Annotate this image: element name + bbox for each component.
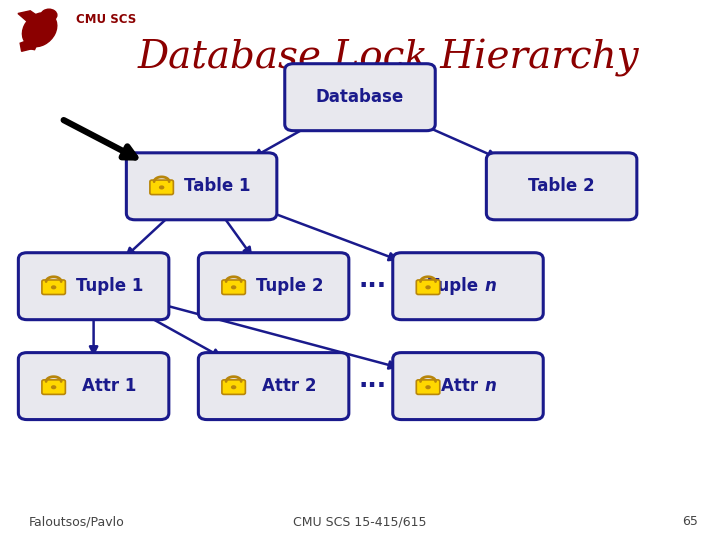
FancyBboxPatch shape xyxy=(198,253,348,320)
FancyBboxPatch shape xyxy=(19,353,168,420)
Text: Database: Database xyxy=(316,88,404,106)
FancyBboxPatch shape xyxy=(198,353,348,420)
Circle shape xyxy=(231,385,236,389)
Ellipse shape xyxy=(22,13,57,46)
Ellipse shape xyxy=(41,9,57,21)
Text: Database Lock Hierarchy: Database Lock Hierarchy xyxy=(138,39,639,77)
FancyBboxPatch shape xyxy=(285,64,435,131)
Text: Table 1: Table 1 xyxy=(184,177,251,195)
FancyBboxPatch shape xyxy=(150,180,174,194)
Text: Tuple 2: Tuple 2 xyxy=(256,277,323,295)
Text: Faloutsos/Pavlo: Faloutsos/Pavlo xyxy=(29,515,125,528)
FancyBboxPatch shape xyxy=(393,253,544,320)
Text: Table 2: Table 2 xyxy=(528,177,595,195)
Circle shape xyxy=(51,385,56,389)
Circle shape xyxy=(159,185,164,190)
Text: Tuple 1: Tuple 1 xyxy=(76,277,143,295)
FancyBboxPatch shape xyxy=(222,380,246,394)
FancyBboxPatch shape xyxy=(127,153,277,220)
FancyBboxPatch shape xyxy=(42,380,66,394)
Text: Attr 2: Attr 2 xyxy=(262,377,317,395)
Text: Attr 1: Attr 1 xyxy=(82,377,137,395)
Text: Tuple: Tuple xyxy=(428,277,484,295)
Text: CMU SCS: CMU SCS xyxy=(76,14,136,26)
Circle shape xyxy=(51,285,56,289)
Text: 65: 65 xyxy=(683,515,698,528)
FancyBboxPatch shape xyxy=(393,353,544,420)
Circle shape xyxy=(426,385,431,389)
Circle shape xyxy=(231,285,236,289)
Text: Attr: Attr xyxy=(441,377,484,395)
FancyBboxPatch shape xyxy=(19,253,168,320)
FancyBboxPatch shape xyxy=(42,280,66,294)
Text: CMU SCS 15-415/615: CMU SCS 15-415/615 xyxy=(293,515,427,528)
Polygon shape xyxy=(18,11,40,24)
FancyBboxPatch shape xyxy=(222,280,246,294)
FancyBboxPatch shape xyxy=(487,153,636,220)
Text: n: n xyxy=(485,277,497,295)
Polygon shape xyxy=(20,40,32,51)
FancyBboxPatch shape xyxy=(416,380,440,394)
Polygon shape xyxy=(29,42,37,50)
Text: ···: ··· xyxy=(358,374,387,398)
Circle shape xyxy=(426,285,431,289)
Text: ···: ··· xyxy=(358,274,387,298)
FancyBboxPatch shape xyxy=(416,280,440,294)
Text: n: n xyxy=(485,377,497,395)
